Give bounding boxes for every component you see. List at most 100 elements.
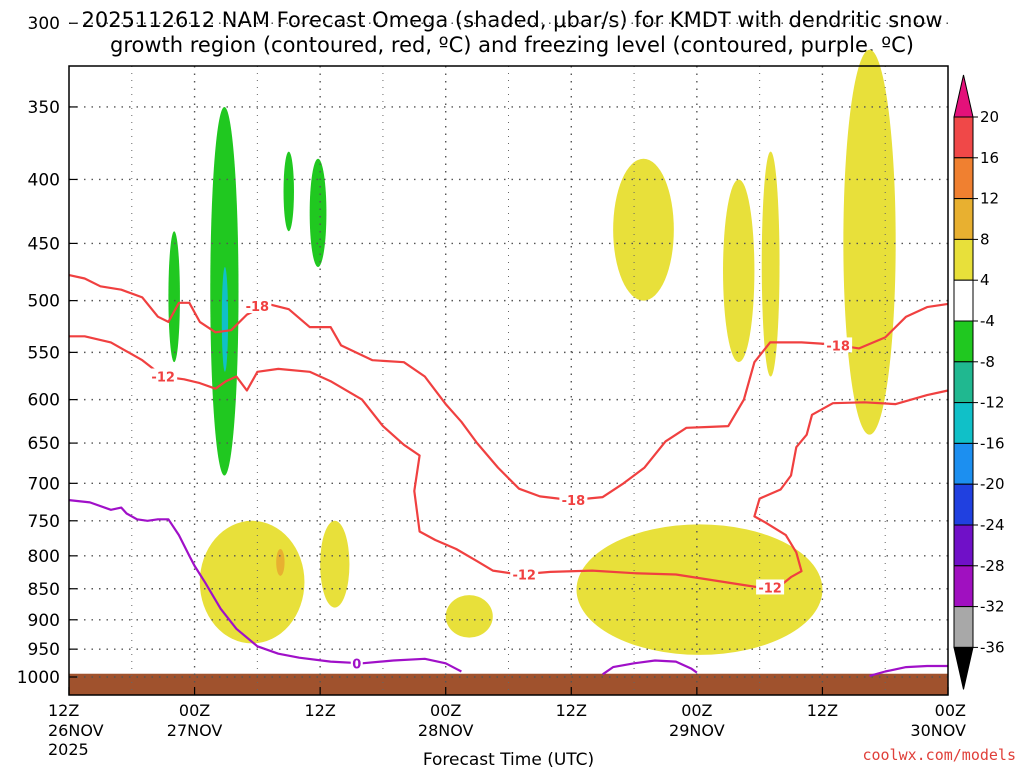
x-tick-hour-label: 00Z — [681, 701, 712, 720]
x-tick-year-label: 2025 — [48, 740, 89, 759]
contour-label: -12 — [512, 569, 536, 584]
x-tick-hour-label: 12Z — [556, 701, 587, 720]
colorbar-label: 4 — [980, 271, 990, 289]
y-tick-label: 750 — [28, 512, 60, 532]
colorbar-swatch — [953, 402, 974, 444]
colorbar-swatch — [953, 565, 974, 608]
colorbar-label: 20 — [980, 108, 999, 126]
x-tick-hour-label: 12Z — [48, 701, 79, 720]
omega-shade-region-9 — [613, 158, 674, 301]
y-tick-label: 850 — [28, 580, 60, 600]
x-tick-date-label: 27NOV — [167, 721, 223, 740]
omega-shade-region-7 — [320, 520, 350, 608]
colorbar-label: -24 — [980, 516, 1005, 534]
x-axis-title: Forecast Time (UTC) — [423, 750, 594, 768]
x-tick-hour-label: 00Z — [935, 701, 966, 720]
omega-shade-region-11 — [723, 179, 755, 363]
colorbar-swatch — [953, 279, 974, 322]
colorbar-swatch — [953, 483, 974, 526]
colorbar-label: -36 — [980, 638, 1005, 656]
x-tick-date-label: 30NOV — [910, 721, 966, 740]
x-tick-hour-label: 12Z — [304, 701, 335, 720]
contour-label-bg — [149, 368, 178, 384]
colorbar-label: -16 — [980, 434, 1005, 452]
y-tick-label: 1000 — [17, 668, 60, 688]
y-tick-label: 650 — [28, 434, 60, 454]
omega-shade-region-3 — [283, 151, 294, 232]
chart-title-line-1: 2025112612 NAM Forecast Omega (shaded, μ… — [81, 8, 943, 32]
x-tick-hour-label: 12Z — [807, 701, 838, 720]
colorbar-swatch — [953, 524, 974, 567]
y-tick-label: 950 — [28, 640, 60, 660]
y-tick-label: 500 — [28, 292, 60, 312]
colorbar-swatch — [953, 442, 974, 485]
contour-layer — [68, 274, 949, 677]
contour-label-bg — [510, 566, 539, 582]
colorbar-swatch — [953, 157, 974, 200]
colorbar-swatch-bottom-arrow — [953, 646, 974, 690]
omega-shade-region-6 — [276, 549, 285, 576]
colorbar-swatch — [953, 238, 974, 281]
terrain-band — [69, 673, 948, 695]
y-tick-label: 700 — [28, 474, 60, 494]
terrain-layer — [69, 673, 948, 695]
contour-line-4 — [869, 664, 948, 677]
colorbar-label: 16 — [980, 149, 999, 167]
y-tick-label: 900 — [28, 611, 60, 631]
omega-shade-region-8 — [445, 595, 493, 638]
contour-label-layer: -18 -12 -18 -12 -12 -18 0 — [149, 298, 853, 672]
contour-line-3 — [602, 659, 698, 676]
x-tick-hour-label: 00Z — [430, 701, 461, 720]
y-tick-label: 800 — [28, 547, 60, 567]
y-tick-label: 400 — [28, 170, 60, 190]
y-tick-label: 600 — [28, 391, 60, 411]
colorbar-label: -12 — [980, 394, 1005, 412]
colorbar-swatch — [953, 198, 974, 240]
x-tick-date-label: 29NOV — [669, 721, 725, 740]
contour-label-bg — [350, 655, 363, 671]
contour-label: -18 — [246, 300, 270, 315]
colorbar-label: -8 — [980, 353, 995, 371]
contour-label-bg — [756, 579, 785, 595]
contour-label: 0 — [352, 657, 361, 672]
axis-layer: 2503003504004505005506006507007508008509… — [17, 14, 966, 768]
colorbar-label: -28 — [980, 557, 1005, 575]
contour-label-bg — [243, 298, 272, 314]
omega-shading-layer — [168, 49, 896, 655]
omega-shade-region-0 — [168, 231, 180, 363]
y-tick-label: 550 — [28, 343, 60, 363]
colorbar-label: -20 — [980, 475, 1005, 493]
credit-link[interactable]: coolwx.com/models — [862, 746, 1016, 764]
contour-line-0 — [68, 274, 949, 502]
colorbar-swatch — [953, 606, 974, 648]
contour-label-bg — [824, 337, 853, 353]
chart-title: 2025112612 NAM Forecast Omega (shaded, μ… — [0, 8, 1024, 58]
colorbar-label: 8 — [980, 230, 990, 248]
y-tick-label: 450 — [28, 234, 60, 254]
y-tick-label: 300 — [28, 14, 60, 34]
omega-shade-region-5 — [199, 520, 305, 644]
colorbar-swatch — [953, 361, 974, 404]
contour-label: -12 — [758, 581, 782, 596]
colorbar-label: -32 — [980, 598, 1005, 616]
contour-label: -12 — [151, 371, 175, 386]
y-tick-label: 350 — [28, 98, 60, 118]
chart-title-line-2: growth region (contoured, red, ºC) and f… — [110, 33, 914, 57]
omega-shade-region-2 — [221, 267, 229, 372]
contour-line-1 — [69, 335, 949, 589]
plot-frame — [68, 65, 949, 696]
colorbar-swatch — [953, 116, 974, 159]
omega-shade-region-12 — [761, 151, 780, 377]
contour-label-bg — [559, 492, 588, 508]
omega-shade-region-10 — [576, 524, 823, 655]
contour-label: -18 — [826, 339, 850, 354]
colorbar-label: 12 — [980, 190, 999, 208]
colorbar-label: -4 — [980, 312, 995, 330]
x-tick-hour-label: 00Z — [179, 701, 210, 720]
x-tick-date-label: 28NOV — [418, 721, 474, 740]
contour-label: -18 — [562, 494, 586, 509]
omega-shade-region-4 — [309, 158, 327, 268]
x-tick-date-label: 26NOV — [48, 721, 104, 740]
contour-line-2 — [68, 499, 462, 673]
